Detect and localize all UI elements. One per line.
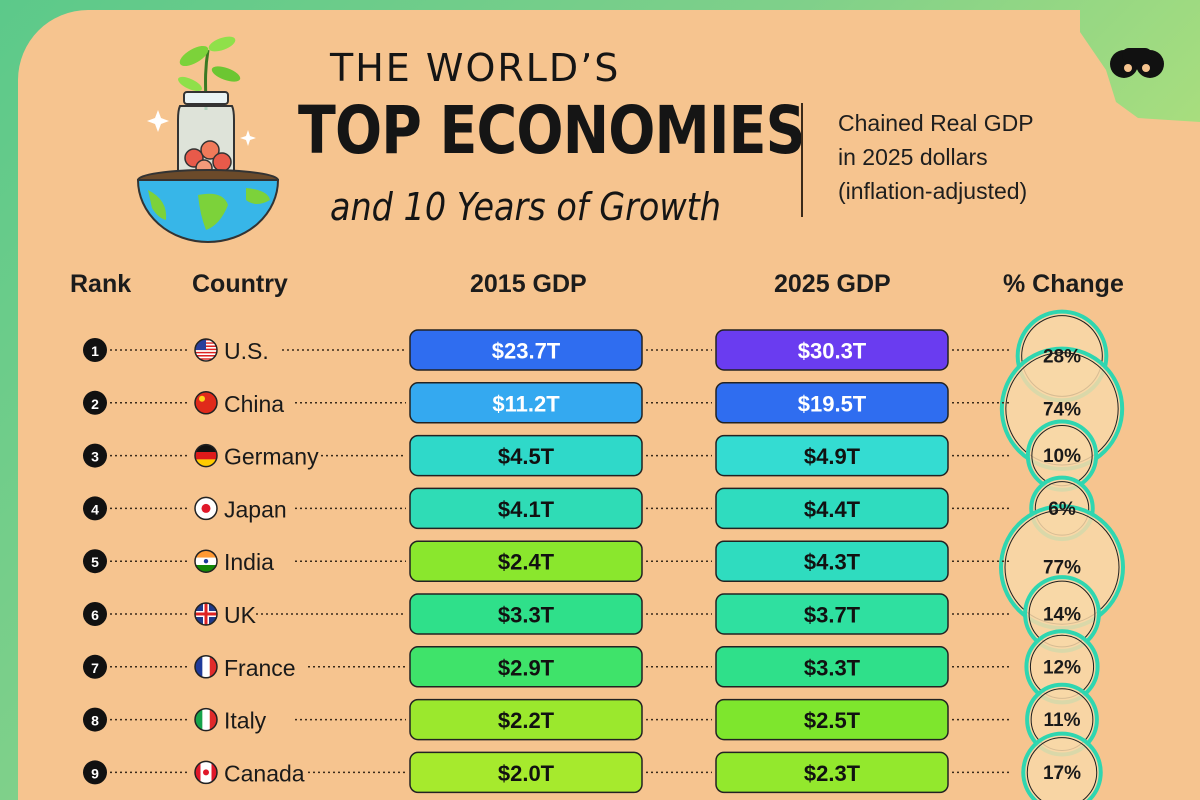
rank-badge	[83, 654, 107, 679]
gdp-2015-bar	[409, 751, 643, 794]
change-circle-inner	[1026, 737, 1098, 800]
gdp-2015-label: $2.2T	[498, 708, 555, 733]
header-country: Country	[192, 270, 288, 298]
gdp-2025-label: $3.7T	[804, 603, 861, 628]
title-divider	[801, 103, 803, 217]
header-rank: Rank	[70, 270, 132, 298]
gdp-2015-label: $3.3T	[498, 603, 555, 628]
gdp-2015-label: $2.9T	[498, 655, 555, 680]
rank-number: 5	[91, 554, 99, 570]
gdp-2015-label: $2.4T	[498, 550, 555, 575]
gdp-2025-label: $30.3T	[798, 339, 867, 364]
change-label: 10%	[1043, 446, 1081, 467]
rank-number: 8	[91, 713, 99, 729]
change-circle	[1021, 731, 1103, 800]
publisher-logo-icon	[1110, 48, 1164, 78]
gdp-2025-bar	[715, 487, 949, 530]
flag-us-icon	[194, 338, 218, 362]
gdp-2015-label: $2.0T	[498, 761, 555, 786]
rank-badge	[83, 443, 107, 468]
flag-italy-icon	[194, 707, 218, 732]
country-name: Canada	[224, 760, 305, 786]
rank-number: 9	[91, 765, 99, 781]
gdp-2015-bar	[409, 646, 643, 688]
rank-number: 1	[91, 343, 99, 359]
rank-badge	[83, 549, 107, 574]
country-name: UK	[224, 602, 257, 628]
country-name: Italy	[224, 708, 267, 734]
change-label: 77%	[1043, 558, 1081, 579]
gdp-2025-bar	[715, 646, 949, 688]
gdp-2015-bar	[409, 487, 643, 530]
country-name: U.S.	[224, 338, 269, 364]
rank-badge	[83, 602, 107, 626]
change-label: 17%	[1043, 763, 1081, 784]
gdp-2025-bar	[715, 540, 949, 582]
flag-uk-icon	[194, 602, 218, 626]
gdp-2015-bar	[409, 593, 643, 635]
note-line-1: Chained Real GDP	[838, 110, 1034, 136]
rank-badge	[83, 338, 107, 362]
flag-japan-icon	[194, 496, 218, 521]
plant-jar-globe-icon	[136, 36, 280, 243]
country-name: India	[224, 549, 274, 575]
rank-badge	[83, 390, 107, 415]
gdp-2025-label: $19.5T	[798, 391, 867, 416]
gdp-2025-bar	[715, 329, 949, 371]
country-name: Germany	[224, 444, 319, 470]
gdp-2025-label: $4.4T	[804, 497, 861, 522]
header-percent-change: % Change	[1003, 270, 1124, 298]
gdp-2015-bar	[409, 540, 643, 582]
flag-india-icon	[194, 549, 218, 573]
rank-number: 2	[91, 396, 99, 412]
header-2025-gdp: 2025 GDP	[774, 270, 891, 298]
gdp-2025-label: $2.3T	[804, 761, 861, 786]
gdp-2015-bar	[409, 382, 643, 424]
gdp-2025-label: $4.9T	[804, 444, 861, 469]
gdp-2015-label: $11.2T	[492, 391, 560, 416]
country-name: France	[224, 655, 296, 681]
header-2015-gdp: 2015 GDP	[470, 270, 587, 298]
flag-china-icon	[194, 391, 218, 415]
note-line-2: in 2025 dollars	[838, 144, 988, 170]
gdp-2025-bar	[715, 382, 949, 424]
rank-number: 3	[91, 449, 99, 465]
title-line-1: THE WORLD’S	[330, 46, 621, 90]
change-label: 11%	[1044, 710, 1081, 731]
rank-badge	[83, 707, 107, 732]
gdp-2025-bar	[715, 434, 949, 477]
title-line-3: and 10 Years of Growth	[330, 185, 721, 229]
gdp-2015-label: $4.5T	[498, 444, 555, 469]
methodology-note: Chained Real GDP in 2025 dollars (inflat…	[838, 106, 1034, 208]
title-line-2: TOP ECONOMIES	[298, 92, 806, 169]
gdp-2015-bar	[409, 329, 643, 371]
change-label: 74%	[1043, 399, 1081, 420]
country-name: Japan	[224, 496, 287, 522]
change-label: 14%	[1043, 605, 1081, 626]
change-label: 6%	[1048, 499, 1076, 520]
rank-number: 4	[91, 501, 99, 517]
gdp-2015-label: $4.1T	[498, 497, 555, 522]
gdp-2015-bar	[409, 434, 643, 477]
country-name: China	[224, 391, 284, 417]
note-line-3: (inflation-adjusted)	[838, 178, 1028, 204]
rank-number: 6	[91, 607, 99, 623]
gdp-2025-bar	[715, 698, 949, 741]
rank-badge	[83, 760, 107, 785]
gdp-2025-label: $2.5T	[804, 708, 861, 733]
gdp-2025-label: $3.3T	[804, 655, 861, 680]
gdp-2025-bar	[715, 593, 949, 635]
flag-france-icon	[194, 655, 218, 679]
flag-canada-icon	[194, 760, 218, 785]
gdp-2025-label: $4.3T	[804, 550, 861, 575]
gdp-2015-label: $23.7T	[492, 339, 561, 364]
change-label: 28%	[1043, 347, 1081, 368]
flag-germany-icon	[194, 443, 218, 468]
rank-number: 7	[91, 660, 99, 676]
rank-badge	[83, 496, 107, 521]
gdp-2015-bar	[409, 698, 643, 741]
gdp-2025-bar	[715, 751, 949, 794]
change-label: 12%	[1043, 657, 1081, 678]
